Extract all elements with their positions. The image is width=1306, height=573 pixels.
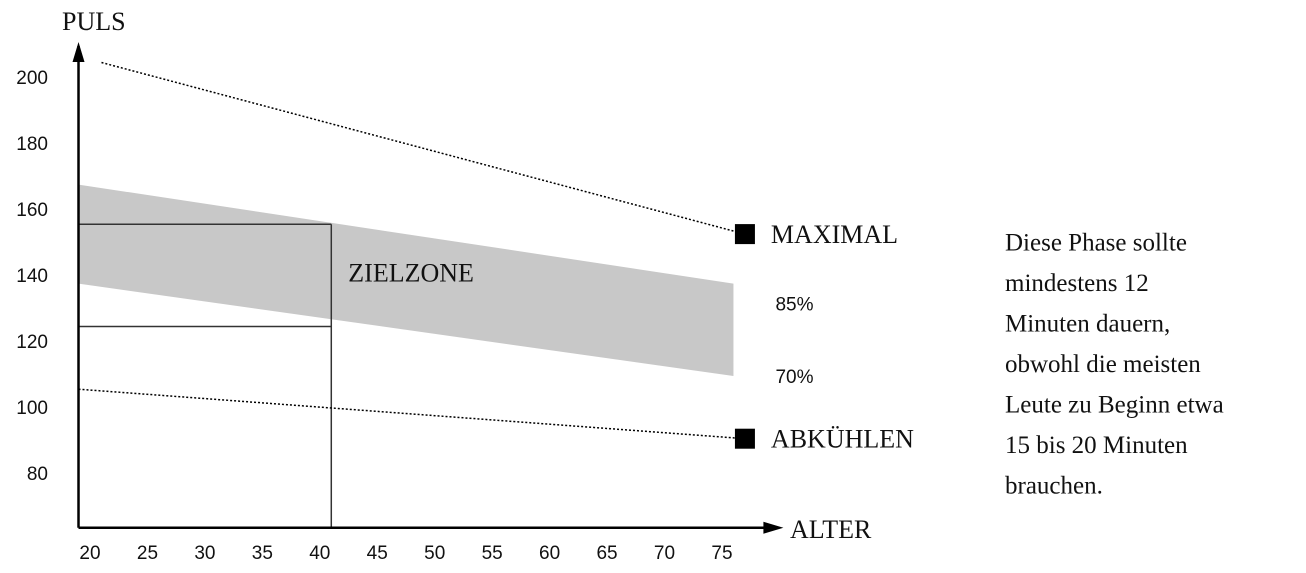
series-line <box>101 61 746 235</box>
y-tick-label: 160 <box>16 200 48 221</box>
legend-label: MAXIMAL <box>771 220 898 249</box>
note-line: brauchen. <box>1005 473 1103 500</box>
x-tick-label: 70 <box>654 543 675 564</box>
y-tick-label: 120 <box>16 332 48 353</box>
series-line <box>78 388 745 440</box>
x-axis-arrow <box>763 521 784 534</box>
y-axis-arrow <box>72 42 85 62</box>
y-tick-label: 140 <box>16 266 48 287</box>
x-axis-label: ALTER <box>790 515 872 544</box>
series-marker <box>734 428 755 449</box>
x-tick-label: 25 <box>137 543 158 564</box>
x-tick-label: 45 <box>367 543 388 564</box>
x-tick-label: 60 <box>539 543 560 564</box>
y-tick-label: 80 <box>27 464 48 485</box>
x-tick-label: 55 <box>482 543 503 564</box>
note-line: Minuten dauern, <box>1005 311 1170 338</box>
y-tick-label: 100 <box>16 398 48 419</box>
x-tick-label: 20 <box>79 543 100 564</box>
x-tick-label: 40 <box>309 543 330 564</box>
zone-label: ZIELZONE <box>348 258 474 287</box>
note-line: mindestens 12 <box>1005 270 1149 297</box>
y-tick-label: 200 <box>16 68 48 89</box>
x-tick-label: 50 <box>424 543 445 564</box>
x-tick-label: 30 <box>194 543 215 564</box>
legend-label: ABKÜHLEN <box>771 425 914 454</box>
x-tick-label: 35 <box>252 543 273 564</box>
band-upper-label: 85% <box>775 295 813 316</box>
y-axis-label: PULS <box>62 7 126 36</box>
band-lower-label: 70% <box>775 367 813 388</box>
note-line: obwohl die meisten <box>1005 351 1201 378</box>
x-tick-label: 65 <box>596 543 617 564</box>
x-tick-label: 75 <box>711 543 732 564</box>
y-tick-label: 180 <box>16 134 48 155</box>
note-line: 15 bis 20 Minuten <box>1005 432 1188 459</box>
note-line: Leute zu Beginn etwa <box>1005 392 1224 419</box>
target-band <box>78 184 734 376</box>
series-marker <box>734 224 755 245</box>
note-line: Diese Phase sollte <box>1005 230 1187 257</box>
